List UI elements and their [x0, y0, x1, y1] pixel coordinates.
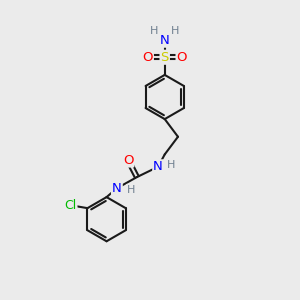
Text: S: S — [160, 51, 169, 64]
Text: H: H — [171, 26, 179, 36]
Text: O: O — [142, 51, 153, 64]
Text: N: N — [160, 34, 169, 47]
Text: H: H — [150, 26, 159, 36]
Text: N: N — [153, 160, 163, 173]
Text: O: O — [123, 154, 133, 166]
Text: N: N — [112, 182, 122, 195]
Text: O: O — [176, 51, 187, 64]
Text: Cl: Cl — [64, 199, 76, 212]
Text: H: H — [127, 185, 135, 195]
Text: H: H — [167, 160, 176, 170]
